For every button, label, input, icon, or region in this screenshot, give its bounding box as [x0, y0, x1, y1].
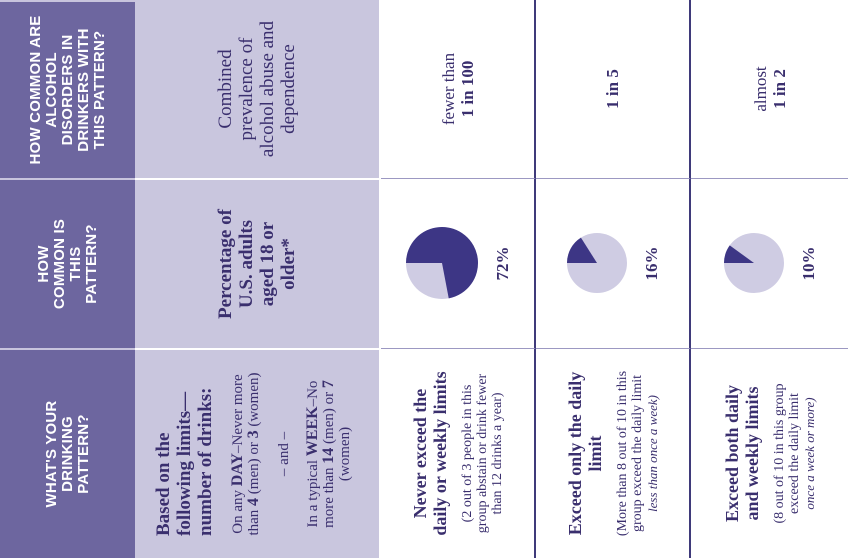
prevalence-prefix: fewer than — [438, 52, 458, 126]
criteria-day-word: DAY — [229, 453, 246, 487]
header-pattern: WHAT'S YOUR DRINKING PATTERN? — [0, 348, 135, 558]
prevalence-cell-1: 1 in 5 — [536, 0, 691, 178]
criteria-week-women: 7 — [320, 380, 337, 389]
criteria-week-word: WEEK — [304, 406, 321, 457]
prevalence-cell-2: almost 1 in 2 — [691, 0, 848, 178]
subheader-disorders-text: Combined prevalence of alcohol abuse and… — [215, 20, 299, 158]
pie-label: 16% — [641, 246, 661, 281]
criteria-and: – and – — [276, 431, 292, 477]
pie-cell-2: 10% — [691, 178, 848, 348]
subheader-how-common-text: Percentage of U.S. adults aged 18 or old… — [215, 209, 299, 319]
criteria-day: On any DAY–Never more than 4 (men) or 3 … — [229, 372, 262, 536]
prevalence-value: 1 in 5 — [603, 69, 622, 109]
pie-label: 10% — [798, 246, 818, 281]
prevalence-value: 1 in 2 — [769, 69, 789, 109]
pie-chart — [405, 227, 478, 300]
subheader-how-common: Percentage of U.S. adults aged 18 or old… — [135, 178, 381, 348]
pie-chart — [723, 233, 784, 294]
criteria-week-or: (men) or — [321, 388, 337, 448]
header-disorders-text: HOW COMMON ARE ALCOHOL DISORDERS IN DRIN… — [26, 15, 108, 165]
pie-cell-0: 72% — [381, 178, 536, 348]
pie-cell-1: 16% — [536, 178, 691, 348]
pie-chart — [566, 233, 627, 294]
pattern-desc-text: (More than 8 out of 10 in this group exc… — [615, 370, 645, 537]
pattern-desc: (2 out of 3 people in this group abstain… — [460, 369, 505, 539]
criteria-week-prefix: In a typical — [305, 456, 321, 528]
pattern-cell-0: Never exceed the daily or weekly limits … — [381, 348, 536, 558]
pattern-desc: (More than 8 out of 10 in this group exc… — [615, 369, 660, 539]
pattern-title: Never exceed the daily or weekly limits — [410, 371, 450, 536]
header-how-common-text: HOW COMMON IS THIS PATTERN? — [34, 218, 100, 310]
header-disorders: HOW COMMON ARE ALCOHOL DISORDERS IN DRIN… — [0, 0, 135, 178]
criteria-week-end: (women) — [337, 426, 353, 482]
header-how-common: HOW COMMON IS THIS PATTERN? — [0, 178, 135, 348]
criteria-day-end: (women) — [246, 372, 262, 431]
header-pattern-text: WHAT'S YOUR DRINKING PATTERN? — [42, 400, 92, 508]
pattern-desc-italic: less than once a week) — [645, 395, 660, 512]
prevalence-cell-0: fewer than 1 in 100 — [381, 0, 536, 178]
pie-slice — [566, 238, 597, 264]
criteria-title: Based on the following limits—number of … — [153, 387, 216, 536]
prevalence: fewer than 1 in 100 — [439, 53, 477, 125]
criteria-day-women: 3 — [245, 430, 262, 439]
pattern-title: Exceed both daily and weekly limits — [722, 385, 762, 523]
pattern-desc: (8 out of 10 in this group exceed the da… — [772, 369, 817, 539]
subheader-disorders: Combined prevalence of alcohol abuse and… — [135, 0, 381, 178]
pattern-title: Exceed only the daily limit — [565, 371, 605, 536]
pattern-cell-2: Exceed both daily and weekly limits (8 o… — [691, 348, 848, 558]
criteria-day-men: 4 — [245, 497, 262, 506]
pattern-desc-text: (8 out of 10 in this group exceed the da… — [772, 383, 802, 524]
pattern-desc-italic: once a week or more) — [802, 397, 817, 510]
criteria-day-prefix: On any — [230, 486, 246, 534]
pie-slice — [723, 245, 754, 264]
prevalence-prefix: almost — [750, 66, 770, 112]
pie-slice — [405, 227, 478, 299]
criteria-day-or: (men) or — [246, 438, 262, 498]
criteria-week-men: 14 — [320, 447, 337, 464]
prevalence: almost 1 in 2 — [751, 66, 789, 111]
prevalence-value: 1 in 100 — [457, 60, 477, 118]
criteria-cell: Based on the following limits—number of … — [135, 348, 381, 558]
pattern-cell-1: Exceed only the daily limit (More than 8… — [536, 348, 691, 558]
pie-label: 72% — [492, 246, 512, 281]
criteria-week: In a typical WEEK–No more than 14 (men) … — [304, 372, 353, 536]
pattern-desc-text: (2 out of 3 people in this group abstain… — [460, 373, 505, 534]
prevalence: 1 in 5 — [603, 69, 622, 109]
